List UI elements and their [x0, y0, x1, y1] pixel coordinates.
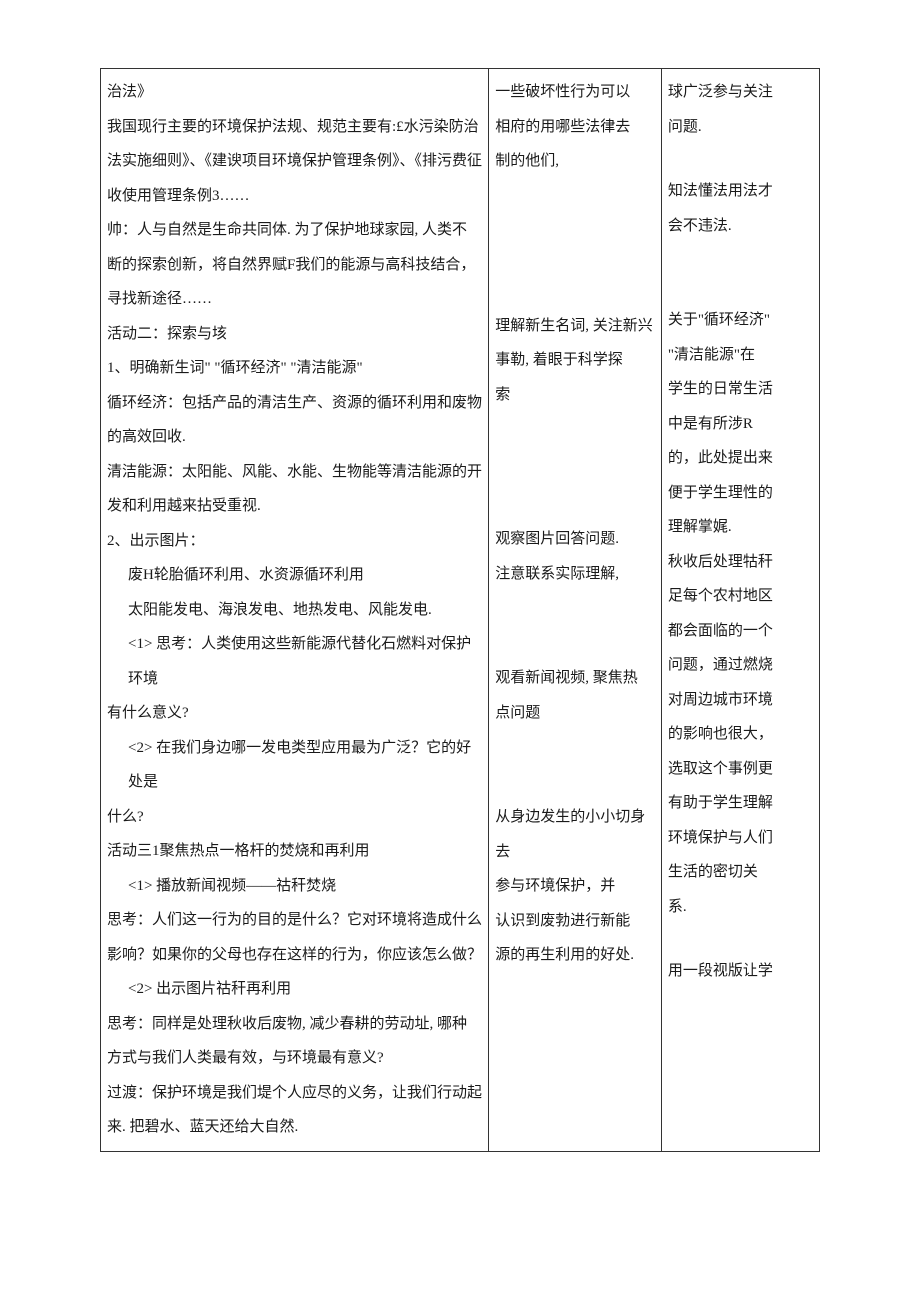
text-line: 1、明确新生词" "循环经济" "清洁能源"	[107, 351, 482, 386]
text-line: 有什么意义?	[107, 696, 482, 731]
text-line: 影响？如果你的父母也存在这样的行为，你应该怎么做？	[107, 938, 482, 973]
text-line: 过渡：保护环境是我们堤个人应尽的义务，让我们行动起	[107, 1076, 482, 1111]
text-line: 便于学生理性的	[668, 476, 813, 511]
table-row: 治法》 我国现行主要的环境保护法规、规范主要有:£水污染防治 法实施细则》、《建…	[101, 69, 820, 1152]
text-line: 注意联系实际理解,	[495, 557, 655, 592]
lesson-plan-table: 治法》 我国现行主要的环境保护法规、规范主要有:£水污染防治 法实施细则》、《建…	[100, 68, 820, 1152]
text-line: 会不违法.	[668, 209, 813, 244]
text-line: <1> 播放新闻视频——祜秆焚烧	[107, 869, 482, 904]
cell-design-intent: 球广泛参与关注 问题. 知法懂法用法才 会不违法. 关于"循环经济" "清洁能源…	[661, 69, 819, 1152]
text-line: 源的再生利用的好处.	[495, 938, 655, 973]
text-line: 环境保护与人们	[668, 821, 813, 856]
text-line: 关于"循环经济"	[668, 303, 813, 338]
text-line: 的影响也很大，	[668, 717, 813, 752]
text-line: 对周边城市环境	[668, 683, 813, 718]
activity-heading: 活动二：探索与垓	[107, 317, 482, 352]
text-line: 认识到废勃进行新能	[495, 904, 655, 939]
cell-teaching-process: 治法》 我国现行主要的环境保护法规、规范主要有:£水污染防治 法实施细则》、《建…	[101, 69, 489, 1152]
spacer	[495, 179, 655, 309]
spacer	[495, 730, 655, 800]
text-line: 点问题	[495, 696, 655, 731]
text-line: "清洁能源"在	[668, 338, 813, 373]
text-line: 思考：人们这一行为的目的是什么？它对环境将造成什么	[107, 903, 482, 938]
text-line: 观看新闻视频, 聚焦热	[495, 661, 655, 696]
text-line: 来. 把碧水、蓝天还给大自然.	[107, 1110, 482, 1145]
cell-student-activity: 一些破坏性行为可以 相府的用哪些法律去 制的他们, 理解新生名词, 关注新兴 事…	[489, 69, 662, 1152]
text-line: 从身边发生的小小切身去	[495, 800, 655, 869]
text-line: 学生的日常生活	[668, 372, 813, 407]
text-line: 理解新生名词, 关注新兴	[495, 309, 655, 344]
text-line: 收使用管理条例3……	[107, 179, 482, 214]
text-line: 我国现行主要的环境保护法规、规范主要有:£水污染防治	[107, 110, 482, 145]
text-line: 治法》	[107, 75, 482, 110]
text-line: 观察图片回答问题.	[495, 522, 655, 557]
text-line: 知法懂法用法才	[668, 174, 813, 209]
text-line: 法实施细则》、《建谀项目环境保护管理条例》、《排污费征	[107, 144, 482, 179]
text-line: 循环经济：包括产品的清洁生产、资源的循环利用和废物	[107, 386, 482, 421]
text-line: 一些破坏性行为可以	[495, 75, 655, 110]
text-line: 太阳能发电、海浪发电、地热发电、风能发电.	[107, 593, 482, 628]
text-line: 中是有所涉R	[668, 407, 813, 442]
spacer	[668, 924, 813, 954]
text-line: 的高效回收.	[107, 420, 482, 455]
text-line: 理解掌娓.	[668, 510, 813, 545]
document-page: 治法》 我国现行主要的环境保护法规、规范主要有:£水污染防治 法实施细则》、《建…	[0, 0, 920, 1212]
text-line: 足每个农村地区	[668, 579, 813, 614]
text-line: 都会面临的一个	[668, 614, 813, 649]
text-line: 系.	[668, 890, 813, 925]
text-line: 制的他们,	[495, 144, 655, 179]
text-line: <1> 思考：人类使用这些新能源代替化石燃料对保护环境	[107, 627, 482, 696]
text-line: 选取这个事例更	[668, 752, 813, 787]
text-line: <2> 出示图片祜秆再利用	[107, 972, 482, 1007]
text-line: 秋收后处理牯秆	[668, 545, 813, 580]
spacer	[668, 144, 813, 174]
text-line: 方式与我们人类最有效，与环境最有意义?	[107, 1041, 482, 1076]
spacer	[668, 243, 813, 303]
text-line: 2、出示图片：	[107, 524, 482, 559]
text-line: 球广泛参与关注	[668, 75, 813, 110]
text-line: 什么?	[107, 800, 482, 835]
activity-heading: 活动三1聚焦热点一格杆的焚烧和再利用	[107, 834, 482, 869]
text-line: 发和利用越来拈受重视.	[107, 489, 482, 524]
text-line: 事勒, 着眼于科学探	[495, 343, 655, 378]
text-line: 思考：同样是处理秋收后废物, 减少春耕的劳动址, 哪种	[107, 1007, 482, 1042]
text-line: 断的探索创新，将自然界赋F我们的能源与高科技结合，	[107, 248, 482, 283]
text-line: 生活的密切关	[668, 855, 813, 890]
text-line: 参与环境保护，并	[495, 869, 655, 904]
text-line: 的，此处提出来	[668, 441, 813, 476]
text-line: 帅：人与自然是生命共同体. 为了保护地球家园, 人类不	[107, 213, 482, 248]
text-line: 清洁能源：太阳能、风能、水能、生物能等清洁能源的开	[107, 455, 482, 490]
spacer	[495, 412, 655, 522]
text-line: 用一段视版让学	[668, 954, 813, 989]
text-line: 相府的用哪些法律去	[495, 110, 655, 145]
text-line: <2> 在我们身边哪一发电类型应用最为广泛？它的好处是	[107, 731, 482, 800]
text-line: 问题.	[668, 110, 813, 145]
spacer	[495, 591, 655, 661]
text-line: 有助于学生理解	[668, 786, 813, 821]
text-line: 问题，通过燃烧	[668, 648, 813, 683]
text-line: 索	[495, 378, 655, 413]
text-line: 寻找新途径……	[107, 282, 482, 317]
text-line: 废H轮胎循环利用、水资源循环利用	[107, 558, 482, 593]
